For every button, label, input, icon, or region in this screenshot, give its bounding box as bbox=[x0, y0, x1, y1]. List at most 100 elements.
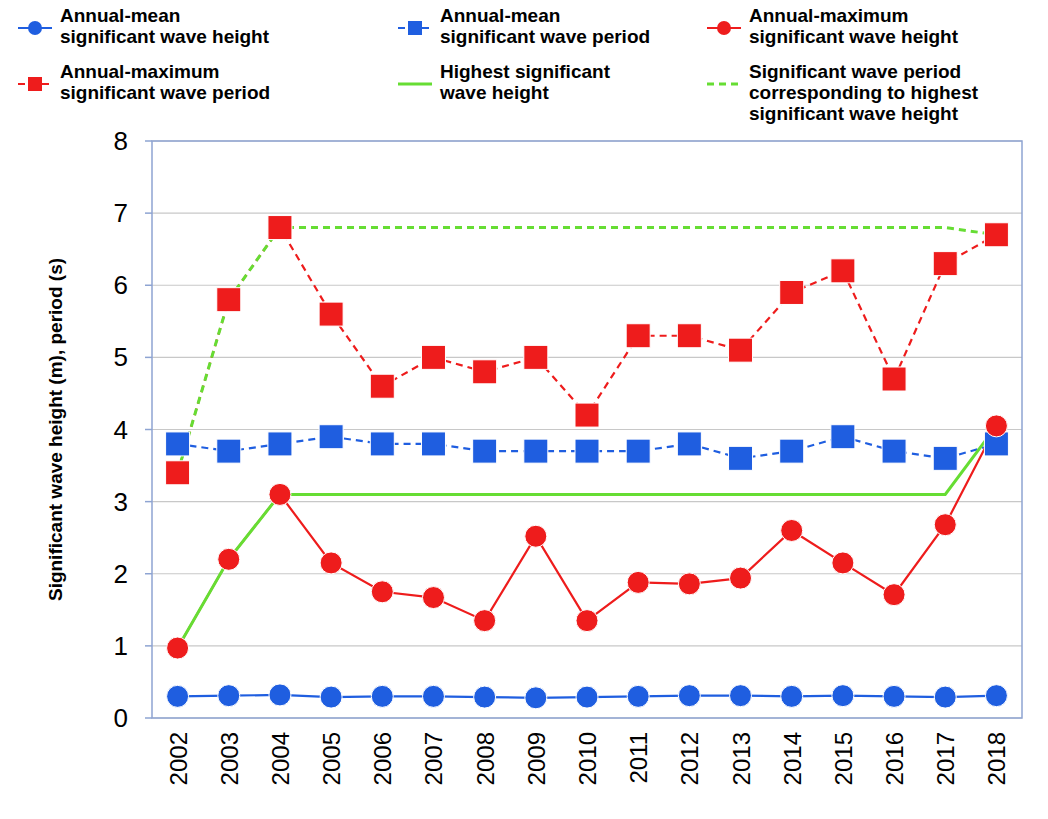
circle-marker bbox=[730, 567, 752, 589]
grid-line bbox=[152, 285, 1022, 286]
square-marker bbox=[166, 432, 190, 456]
circle-marker bbox=[576, 610, 598, 632]
x-tick-label: 2010 bbox=[574, 732, 601, 785]
x-tick-label: 2009 bbox=[523, 732, 550, 785]
x-tick-label: 2018 bbox=[983, 732, 1010, 785]
circle-marker bbox=[167, 685, 189, 707]
circle-marker bbox=[371, 685, 393, 707]
x-tick-label: 2015 bbox=[830, 732, 857, 785]
circle-marker bbox=[269, 483, 291, 505]
legend-label-line: significant wave height bbox=[749, 103, 959, 124]
y-axis-label: Significant wave height (m), period (s) bbox=[45, 258, 66, 601]
square-marker bbox=[370, 432, 394, 456]
circle-marker bbox=[474, 686, 496, 708]
y-tick bbox=[145, 285, 152, 287]
x-tick-label: 2014 bbox=[779, 732, 806, 785]
x-tick-label: 2005 bbox=[318, 732, 345, 785]
legend-label-line: Highest significant bbox=[440, 61, 611, 82]
y-tick-label: 6 bbox=[114, 270, 128, 300]
square-marker bbox=[166, 461, 190, 485]
y-tick-label: 3 bbox=[114, 487, 128, 517]
square-marker bbox=[473, 439, 497, 463]
legend-label-line: significant wave height bbox=[60, 26, 270, 47]
series-line bbox=[178, 228, 997, 473]
series-line bbox=[178, 426, 997, 648]
square-marker bbox=[831, 259, 855, 283]
circle-marker bbox=[576, 686, 598, 708]
square-marker bbox=[780, 280, 804, 304]
square-marker bbox=[882, 367, 906, 391]
square-marker bbox=[370, 374, 394, 398]
legend-label-line: Significant wave period bbox=[749, 61, 961, 82]
x-tick-label: 2003 bbox=[216, 732, 243, 785]
x-tick-label: 2007 bbox=[420, 732, 447, 785]
circle-marker bbox=[627, 685, 649, 707]
x-tick-label: 2011 bbox=[625, 732, 652, 784]
y-tick bbox=[145, 357, 152, 359]
plot-frame bbox=[152, 141, 1022, 718]
legend-label-line: Annual-mean bbox=[440, 5, 560, 26]
circle-marker bbox=[422, 685, 444, 707]
square-marker bbox=[524, 345, 548, 369]
legend-marker bbox=[408, 21, 422, 35]
circle-marker bbox=[934, 514, 956, 536]
legend-label-line: significant wave period bbox=[440, 26, 650, 47]
legend-label-line: Annual-maximum bbox=[749, 5, 908, 26]
square-marker bbox=[524, 439, 548, 463]
legend-label: Annual-meansignificant wave period bbox=[440, 5, 650, 47]
square-marker bbox=[575, 403, 599, 427]
circle-marker bbox=[678, 573, 700, 595]
square-marker bbox=[626, 324, 650, 348]
x-tick-label: 2008 bbox=[472, 732, 499, 785]
square-marker bbox=[268, 216, 292, 240]
square-marker bbox=[780, 439, 804, 463]
square-marker bbox=[421, 432, 445, 456]
square-marker bbox=[319, 425, 343, 449]
square-marker bbox=[319, 302, 343, 326]
circle-marker bbox=[832, 685, 854, 707]
x-tick-label: 2006 bbox=[369, 732, 396, 785]
legend-marker bbox=[28, 77, 42, 91]
circle-marker bbox=[269, 684, 291, 706]
square-marker bbox=[217, 439, 241, 463]
circle-marker bbox=[167, 637, 189, 659]
grid-line bbox=[152, 357, 1022, 358]
circle-marker bbox=[218, 685, 240, 707]
grid-line bbox=[152, 645, 1022, 646]
legend-label-line: wave height bbox=[439, 82, 549, 103]
legend-label-line: Annual-mean bbox=[60, 5, 180, 26]
y-tick-label: 5 bbox=[114, 342, 128, 372]
chart: 0123456782002200320042005200620072008200… bbox=[0, 0, 1048, 819]
square-marker bbox=[831, 425, 855, 449]
y-tick bbox=[145, 645, 152, 647]
square-marker bbox=[626, 439, 650, 463]
circle-marker bbox=[371, 581, 393, 603]
y-tick-label: 0 bbox=[114, 703, 128, 733]
legend-label: Annual-meansignificant wave height bbox=[60, 5, 270, 47]
x-tick-label: 2017 bbox=[932, 732, 959, 785]
square-marker bbox=[575, 439, 599, 463]
legend-label-line: significant wave period bbox=[60, 82, 270, 103]
circle-marker bbox=[781, 685, 803, 707]
legend-label: Annual-maximumsignificant wave height bbox=[749, 5, 959, 47]
x-tick-label: 2004 bbox=[267, 732, 294, 785]
y-tick bbox=[145, 140, 152, 142]
legend-marker bbox=[717, 21, 731, 35]
circle-marker bbox=[474, 610, 496, 632]
plot-marks bbox=[166, 216, 1009, 709]
square-marker bbox=[729, 338, 753, 362]
grid-line bbox=[152, 213, 1022, 214]
legend-label: Highest significantwave height bbox=[439, 61, 611, 103]
legend-line bbox=[398, 83, 432, 86]
square-marker bbox=[677, 432, 701, 456]
legend-marker bbox=[28, 21, 42, 35]
circle-marker bbox=[985, 685, 1007, 707]
x-tick-label: 2002 bbox=[165, 732, 192, 785]
circle-marker bbox=[832, 552, 854, 574]
legend-label-line: significant wave height bbox=[749, 26, 959, 47]
y-tick-label: 7 bbox=[114, 198, 128, 228]
square-marker bbox=[473, 360, 497, 384]
circle-marker bbox=[985, 415, 1007, 437]
square-marker bbox=[729, 446, 753, 470]
legend-line bbox=[707, 83, 741, 86]
